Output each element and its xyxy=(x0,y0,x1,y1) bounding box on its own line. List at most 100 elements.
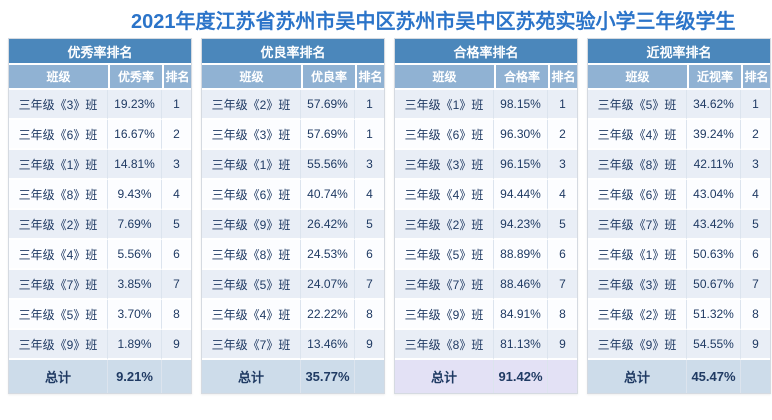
total-label: 总计 xyxy=(202,360,301,393)
table-row[interactable]: 三年级《8》班 42.11% 3 xyxy=(588,150,770,180)
total-row[interactable]: 总计 35.77% xyxy=(202,360,384,393)
class-cell: 三年级《8》班 xyxy=(588,150,687,180)
table-header-row: 班级 合格率 排名 xyxy=(395,65,577,90)
table-row[interactable]: 三年级《7》班 3.85% 7 xyxy=(9,270,191,300)
table-row[interactable]: 三年级《5》班 88.89% 6 xyxy=(395,240,577,270)
table-row[interactable]: 三年级《6》班 16.67% 2 xyxy=(9,120,191,150)
table-row[interactable]: 三年级《4》班 39.24% 2 xyxy=(588,120,770,150)
table-row[interactable]: 三年级《9》班 26.42% 5 xyxy=(202,210,384,240)
rank-cell: 3 xyxy=(741,150,770,180)
rate-cell: 24.07% xyxy=(301,270,355,300)
class-cell: 三年级《9》班 xyxy=(588,330,687,360)
total-rank-empty xyxy=(548,360,577,393)
total-row[interactable]: 总计 91.42% xyxy=(395,360,577,393)
table-title: 合格率排名 xyxy=(395,39,577,65)
class-cell: 三年级《7》班 xyxy=(588,210,687,240)
table-row[interactable]: 三年级《1》班 98.15% 1 xyxy=(395,90,577,120)
rank-cell: 1 xyxy=(548,90,577,120)
rate-cell: 54.55% xyxy=(687,330,741,360)
column-header-rate-cell: 近视率 xyxy=(687,65,741,90)
table-row[interactable]: 三年级《2》班 94.23% 5 xyxy=(395,210,577,240)
rank-cell: 4 xyxy=(162,180,191,210)
rank-cell: 6 xyxy=(548,240,577,270)
rank-cell: 6 xyxy=(741,240,770,270)
class-cell: 三年级《3》班 xyxy=(202,120,301,150)
table-row[interactable]: 三年级《2》班 51.32% 8 xyxy=(588,300,770,330)
table-row[interactable]: 三年级《8》班 9.43% 4 xyxy=(9,180,191,210)
table-row[interactable]: 三年级《3》班 50.67% 7 xyxy=(588,270,770,300)
rank-cell: 7 xyxy=(548,270,577,300)
rank-table-3: 合格率排名 班级 合格率 排名 三年级《1》班 98.15% 1 三年级《6》班 96.30% 2… xyxy=(394,38,578,394)
column-header-rate-cell: 优良率 xyxy=(301,65,355,90)
rate-cell: 84.91% xyxy=(494,300,548,330)
table-row[interactable]: 三年级《4》班 22.22% 8 xyxy=(202,300,384,330)
table-row[interactable]: 三年级《7》班 88.46% 7 xyxy=(395,270,577,300)
total-label: 总计 xyxy=(9,360,108,393)
table-row[interactable]: 三年级《5》班 3.70% 8 xyxy=(9,300,191,330)
rate-cell: 96.30% xyxy=(494,120,548,150)
table-row[interactable]: 三年级《6》班 96.30% 2 xyxy=(395,120,577,150)
total-rank-empty xyxy=(162,360,191,393)
table-row[interactable]: 三年级《2》班 7.69% 5 xyxy=(9,210,191,240)
table-row[interactable]: 三年级《1》班 50.63% 6 xyxy=(588,240,770,270)
total-row[interactable]: 总计 9.21% xyxy=(9,360,191,393)
table-row[interactable]: 三年级《1》班 55.56% 3 xyxy=(202,150,384,180)
rank-cell: 4 xyxy=(741,180,770,210)
table-row[interactable]: 三年级《7》班 13.46% 9 xyxy=(202,330,384,360)
rank-cell: 7 xyxy=(162,270,191,300)
rate-cell: 5.56% xyxy=(108,240,162,270)
column-header-rate-cell: 优秀率 xyxy=(108,65,162,90)
table-row[interactable]: 三年级《9》班 84.91% 8 xyxy=(395,300,577,330)
total-value: 45.47% xyxy=(687,360,741,393)
column-header-rank-cell: 排名 xyxy=(355,65,384,90)
table-header-row: 班级 优秀率 排名 xyxy=(9,65,191,90)
class-cell: 三年级《1》班 xyxy=(202,150,301,180)
table-header-row: 班级 优良率 排名 xyxy=(202,65,384,90)
table-row[interactable]: 三年级《5》班 24.07% 7 xyxy=(202,270,384,300)
rate-cell: 9.43% xyxy=(108,180,162,210)
class-cell: 三年级《9》班 xyxy=(395,300,494,330)
table-title: 近视率排名 xyxy=(588,39,770,65)
class-cell: 三年级《6》班 xyxy=(9,120,108,150)
rate-cell: 43.04% xyxy=(687,180,741,210)
rate-cell: 16.67% xyxy=(108,120,162,150)
rate-cell: 40.74% xyxy=(301,180,355,210)
rate-cell: 42.11% xyxy=(687,150,741,180)
table-row[interactable]: 三年级《3》班 96.15% 3 xyxy=(395,150,577,180)
table-row[interactable]: 三年级《3》班 19.23% 1 xyxy=(9,90,191,120)
class-cell: 三年级《9》班 xyxy=(202,210,301,240)
table-row[interactable]: 三年级《4》班 5.56% 6 xyxy=(9,240,191,270)
report-tables: 优秀率排名 班级 优秀率 排名 三年级《3》班 19.23% 1 三年级《6》班 16.67% 2… xyxy=(8,38,771,394)
table-row[interactable]: 三年级《9》班 54.55% 9 xyxy=(588,330,770,360)
table-row[interactable]: 三年级《1》班 14.81% 3 xyxy=(9,150,191,180)
table-row[interactable]: 三年级《6》班 43.04% 4 xyxy=(588,180,770,210)
rank-cell: 5 xyxy=(741,210,770,240)
table-row[interactable]: 三年级《8》班 81.13% 9 xyxy=(395,330,577,360)
rate-cell: 51.32% xyxy=(687,300,741,330)
table-row[interactable]: 三年级《7》班 43.42% 5 xyxy=(588,210,770,240)
rate-cell: 24.53% xyxy=(301,240,355,270)
table-row[interactable]: 三年级《2》班 57.69% 1 xyxy=(202,90,384,120)
table-row[interactable]: 三年级《4》班 94.44% 4 xyxy=(395,180,577,210)
column-header-rank-cell: 排名 xyxy=(162,65,191,90)
table-row[interactable]: 三年级《3》班 57.69% 1 xyxy=(202,120,384,150)
class-cell: 三年级《1》班 xyxy=(588,240,687,270)
page-title: 2021年度江苏省苏州市吴中区苏州市吴中区苏苑实验小学三年级学生 xyxy=(131,11,736,33)
class-cell: 三年级《4》班 xyxy=(9,240,108,270)
class-cell: 三年级《2》班 xyxy=(588,300,687,330)
rate-cell: 81.13% xyxy=(494,330,548,360)
rank-cell: 8 xyxy=(355,300,384,330)
rate-cell: 50.67% xyxy=(687,270,741,300)
table-row[interactable]: 三年级《5》班 34.62% 1 xyxy=(588,90,770,120)
table-row[interactable]: 三年级《9》班 1.89% 9 xyxy=(9,330,191,360)
table-row[interactable]: 三年级《6》班 40.74% 4 xyxy=(202,180,384,210)
table-row[interactable]: 三年级《8》班 24.53% 6 xyxy=(202,240,384,270)
rate-cell: 98.15% xyxy=(494,90,548,120)
total-rank-empty xyxy=(355,360,384,393)
rank-cell: 1 xyxy=(355,120,384,150)
rank-cell: 1 xyxy=(741,90,770,120)
class-cell: 三年级《8》班 xyxy=(202,240,301,270)
total-row[interactable]: 总计 45.47% xyxy=(588,360,770,393)
rate-cell: 1.89% xyxy=(108,330,162,360)
rank-table-2: 优良率排名 班级 优良率 排名 三年级《2》班 57.69% 1 三年级《3》班 57.69% 1… xyxy=(201,38,385,394)
